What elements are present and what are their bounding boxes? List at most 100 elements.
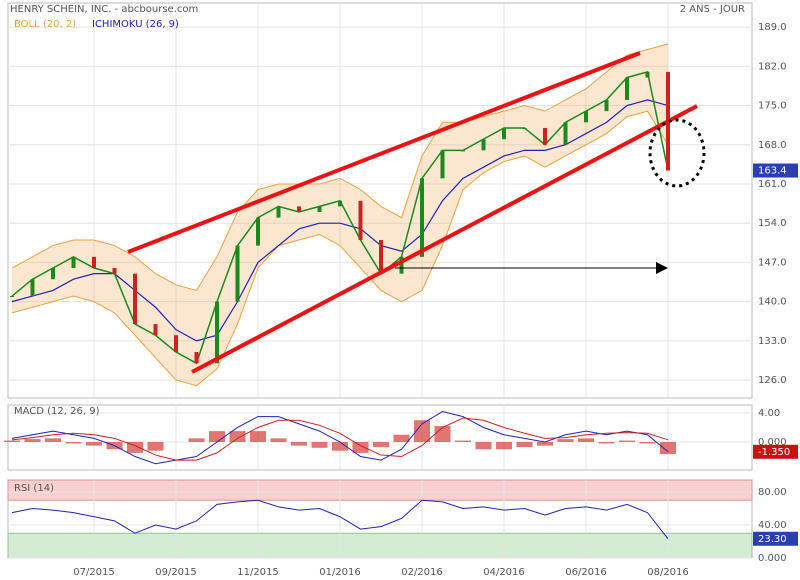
candle (133, 273, 137, 325)
candle (297, 206, 301, 212)
x-tick-label: 11/2015 (237, 567, 279, 578)
histogram-bar (598, 441, 615, 444)
macd-line (11, 410, 669, 465)
histogram-bar (86, 441, 102, 446)
y-tick-label: 133.0 (758, 336, 787, 347)
arrow-head (656, 262, 668, 274)
histogram-bar (578, 438, 594, 442)
histogram-bar (434, 426, 451, 442)
histogram-bar (45, 438, 61, 442)
candle (338, 200, 342, 207)
candle (194, 352, 199, 364)
candle (543, 127, 547, 145)
panel-title: RSI (14) (14, 483, 54, 494)
plot (4, 43, 676, 540)
histogram-bar (250, 431, 266, 442)
histogram-bar (127, 441, 143, 453)
overbought-zone (7, 479, 753, 501)
histogram-bar (557, 439, 574, 442)
x-tick-label: 08/2016 (647, 567, 689, 578)
candle (317, 206, 322, 212)
histogram-bar (455, 440, 471, 442)
candle (604, 99, 609, 112)
last-value-box (753, 444, 798, 459)
y-tick-label: 168.0 (758, 140, 787, 151)
x-tick-label: 02/2016 (401, 567, 443, 578)
ichimoku-line (11, 99, 669, 342)
histogram-bar (619, 440, 635, 442)
histogram-bar (24, 439, 41, 442)
histogram-bar (332, 441, 348, 451)
histogram-bar (209, 431, 225, 442)
y-tick-label: 182.0 (758, 61, 787, 72)
histogram-bar (496, 441, 512, 450)
x-tick-label: 01/2016 (319, 567, 361, 578)
last-value-label: 23.30 (758, 534, 787, 545)
x-tick-label: 07/2015 (73, 567, 115, 578)
candle (502, 127, 506, 140)
candle (174, 335, 178, 353)
candle (10, 296, 14, 298)
price-line (11, 70, 669, 365)
y-tick-label: 4.00 (758, 408, 780, 419)
histogram-bar (311, 441, 328, 448)
trend-line (127, 51, 641, 254)
candle (563, 122, 568, 145)
last-value-box (753, 531, 798, 546)
rsi-line (11, 499, 669, 540)
bollinger-upper (11, 43, 669, 292)
candle (440, 150, 445, 179)
trend-line (191, 104, 698, 374)
histogram-bar (188, 438, 205, 442)
y-tick-label: 126.0 (758, 375, 787, 386)
legend-entry: BOLL (20, 2) (14, 19, 76, 30)
histogram-bar (4, 440, 20, 442)
last-value-label: 163.4 (758, 166, 787, 177)
macd-line (11, 417, 669, 461)
candle (256, 217, 260, 246)
histogram-bar (352, 441, 369, 453)
histogram-bar (475, 441, 492, 450)
histogram-bar (291, 441, 307, 446)
candle (625, 77, 629, 100)
y-tick-label: 161.0 (758, 179, 787, 190)
y-tick-label: 40.00 (758, 520, 787, 531)
oversold-zone (7, 532, 753, 559)
candle (461, 150, 465, 152)
candle (645, 71, 650, 78)
candle (51, 268, 55, 280)
y-tick-label: 189.0 (758, 22, 787, 33)
candle (30, 279, 35, 297)
candle (276, 206, 281, 218)
x-tick-label: 09/2015 (155, 567, 197, 578)
candle (481, 139, 486, 151)
x-tick-label: 06/2016 (565, 567, 607, 578)
y-tick-label: 0.000 (758, 437, 787, 448)
y-tick-label: 140.0 (758, 297, 787, 308)
y-tick-label: 0.000 (758, 553, 787, 564)
histogram-bar (516, 441, 533, 448)
histogram-bar (65, 441, 82, 444)
histogram-bar (414, 420, 430, 442)
candle (379, 240, 383, 274)
candle (153, 324, 158, 336)
candle (358, 200, 363, 240)
y-tick-label: 154.0 (758, 218, 787, 229)
y-tick-label: 175.0 (758, 101, 787, 112)
candle (584, 111, 588, 123)
histogram-bar (537, 441, 553, 446)
y-tick-label: 147.0 (758, 257, 787, 268)
candle (215, 301, 219, 364)
bollinger-lower (11, 110, 669, 387)
candle (112, 268, 117, 274)
histogram-bar (229, 431, 246, 442)
legend-entry: ICHIMOKU (26, 9) (92, 19, 179, 30)
candle (522, 127, 527, 129)
histogram-bar (660, 441, 676, 454)
histogram-bar (270, 438, 287, 442)
histogram-bar (393, 434, 410, 442)
chart-title: HENRY SCHEIN, INC. - abcbourse.com (10, 4, 198, 15)
histogram-bar (373, 441, 389, 448)
y-tick-label: 80.00 (758, 487, 787, 498)
